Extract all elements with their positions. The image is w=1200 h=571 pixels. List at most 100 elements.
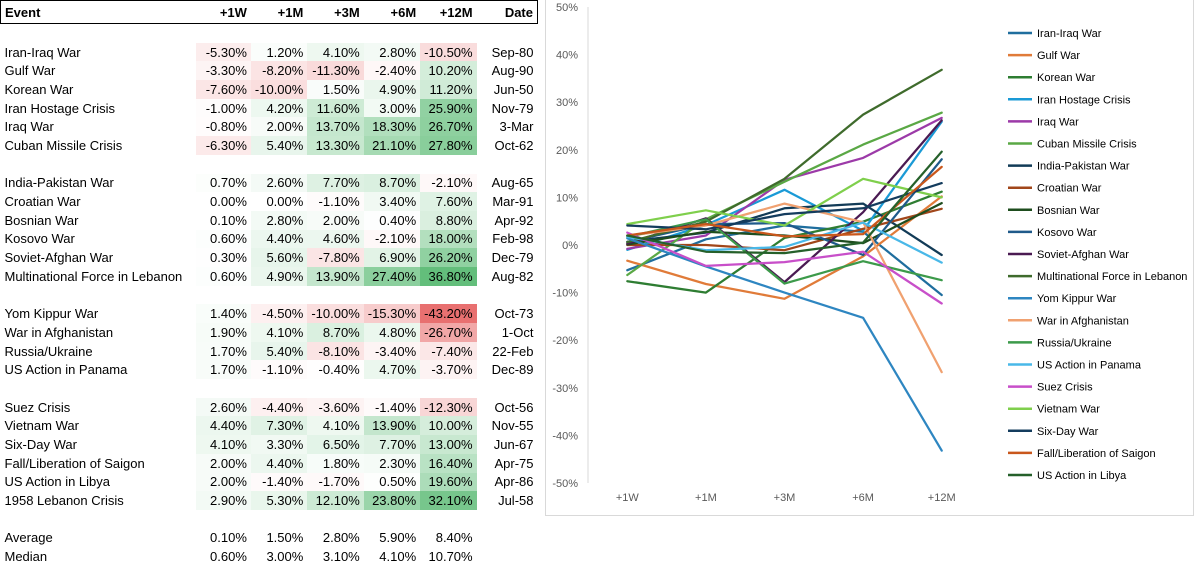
event-date: 3-Mar: [499, 119, 534, 135]
event-name: Cuban Missile Crisis: [4, 137, 123, 153]
return-value: 2.00%: [195, 453, 251, 473]
return-value: -12.30%: [420, 397, 477, 417]
legend-label: Fall/Liberation of Saigon: [1037, 448, 1156, 460]
event-date: Apr-92: [494, 212, 534, 228]
return-value: 0.30%: [195, 248, 251, 267]
table-row: Suez Crisis 2.60% -4.40% -3.60% -1.40% -12.30…: [1, 397, 538, 417]
event-date: Oct-56: [494, 399, 534, 415]
summary-value: 1.50%: [266, 530, 304, 546]
table-row: US Action in Libya 2.00% -1.40% -1.70% 0.50%…: [1, 472, 538, 492]
return-value: 2.00%: [250, 117, 308, 137]
legend-label: Iran-Iraq War: [1037, 28, 1102, 40]
return-value: 36.80%: [420, 266, 477, 286]
return-value: 26.20%: [420, 248, 477, 267]
column-header: +1W: [195, 0, 251, 24]
table-row: US Action in Panama 1.70% -1.10% -0.40% 4.70…: [1, 360, 538, 380]
table-row: Fall/Liberation of Saigon 2.00% 4.40% 1.80%…: [1, 453, 538, 473]
event-name: US Action in Libya: [4, 474, 111, 490]
legend-label: Croatian War: [1037, 183, 1102, 195]
return-value: -10.50%: [420, 42, 477, 62]
summary-value: 3.10%: [322, 549, 360, 565]
table-row: Bosnian War 0.10% 2.80% 2.00% 0.40% 8.80% Apr-…: [1, 210, 538, 230]
event-date: Sep-80: [491, 44, 534, 60]
return-value: 1.70%: [195, 341, 251, 361]
return-value: 7.70%: [363, 435, 421, 454]
event-name: Korean War: [4, 81, 74, 97]
return-value: -15.30%: [363, 304, 421, 323]
table-row: Korean War -7.60% -10.00% 1.50% 4.90% 11.20% J…: [1, 80, 538, 99]
return-value: 23.80%: [363, 491, 421, 510]
table-header-row: Event +1W +1M +3M +6M +12M Date: [0, 0, 538, 24]
table-row: Six-Day War 4.10% 3.30% 6.50% 7.70% 13.00% Jun…: [1, 435, 538, 454]
return-value: 7.70%: [307, 173, 364, 193]
line-chart-panel: 50% 40% 30% 20% 10% 0% -10% -20% -30% -40% -50% +1W…: [545, 0, 1194, 516]
return-value: -1.10%: [307, 192, 364, 211]
return-value: -7.80%: [307, 248, 364, 267]
return-value: 0.10%: [195, 210, 251, 230]
table-row: Cuban Missile Crisis -6.30% 5.40% 13.30% 21.…: [1, 136, 538, 155]
series-line-5: [626, 111, 943, 277]
y-tick-label: -50%: [552, 478, 578, 490]
table-row: Soviet-Afghan War 0.30% 5.60% -7.80% 6.90% 26…: [1, 248, 538, 267]
y-tick-label: -10%: [552, 288, 578, 300]
group-spacer: [1, 155, 538, 174]
summary-value: 4.10%: [379, 549, 417, 565]
event-name: Russia/Ukraine: [4, 343, 93, 359]
return-value: 2.30%: [363, 453, 421, 473]
return-value: 2.80%: [363, 42, 421, 62]
legend-label: Korean War: [1037, 72, 1096, 84]
y-tick-label: 20%: [556, 145, 578, 157]
event-date: Dec-89: [491, 362, 534, 378]
return-value: 0.00%: [250, 192, 308, 211]
return-value: 4.40%: [195, 416, 251, 436]
return-value: 27.40%: [363, 266, 421, 286]
table-row: Gulf War -3.30% -8.20% -11.30% -2.40% 10.20% A…: [1, 61, 538, 81]
column-header: +1M: [250, 0, 308, 24]
return-value: 2.00%: [307, 210, 364, 230]
return-value: -0.40%: [307, 360, 364, 380]
event-name: Six-Day War: [4, 436, 77, 452]
event-name: Gulf War: [4, 63, 56, 79]
return-value: 7.30%: [250, 416, 308, 436]
return-value: 12.10%: [307, 491, 364, 510]
line-chart: 50% 40% 30% 20% 10% 0% -10% -20% -30% -40% -50% +1W…: [552, 2, 1187, 504]
table-row: Yom Kippur War 1.40% -4.50% -10.00% -15.30% -…: [1, 304, 538, 323]
summary-value: 10.70%: [428, 549, 473, 565]
return-value: 3.30%: [250, 435, 308, 454]
table-row: Iran-Iraq War -5.30% 1.20% 4.10% 2.80% -10.50…: [1, 42, 538, 62]
return-value: 0.50%: [363, 472, 421, 492]
table-row: Vietnam War 4.40% 7.30% 4.10% 13.90% 10.00% No…: [1, 416, 538, 436]
series-line-16: [626, 231, 943, 305]
event-name: 1958 Lebanon Crisis: [4, 493, 124, 509]
return-value: -1.70%: [307, 472, 364, 492]
return-value: -3.70%: [420, 360, 477, 380]
return-value: 5.60%: [250, 248, 308, 267]
table-row: Iraq War -0.80% 2.00% 13.70% 18.30% 26.70% 3-M…: [1, 117, 538, 137]
return-value: 4.10%: [250, 323, 308, 342]
series-line-3: [626, 120, 943, 251]
return-value: 25.90%: [420, 98, 477, 118]
table-row: Kosovo War 0.60% 4.40% 4.60% -2.10% 18.00% Feb…: [1, 229, 538, 249]
return-value: 19.60%: [420, 472, 477, 492]
return-value: 13.90%: [363, 416, 421, 436]
return-value: -4.50%: [250, 304, 308, 323]
return-value: 4.90%: [250, 266, 308, 286]
return-value: 2.60%: [250, 173, 308, 193]
series-line-12: [626, 237, 943, 452]
group-spacer: [1, 510, 538, 529]
series-line-14: [626, 218, 943, 285]
legend-label: Six-Day War: [1037, 426, 1099, 438]
return-value: 0.70%: [195, 173, 251, 193]
y-tick-label: 10%: [556, 192, 578, 204]
summary-row: Average 0.10% 1.50% 2.80% 5.90% 8.40%: [1, 529, 538, 548]
event-name: Multinational Force in Lebanon: [4, 268, 183, 284]
returns-table: Event +1W +1M +3M +6M +12M Date Iran-Iraq War -5…: [0, 0, 538, 566]
return-value: 8.70%: [307, 323, 364, 342]
legend-label: Bosnian War: [1037, 205, 1100, 217]
return-value: 13.00%: [420, 435, 477, 454]
return-value: 3.40%: [363, 192, 421, 211]
x-tick-label: +1M: [695, 492, 717, 504]
legend-label: US Action in Libya: [1037, 470, 1127, 482]
return-value: -1.00%: [195, 98, 251, 118]
x-tick-label: +3M: [774, 492, 796, 504]
